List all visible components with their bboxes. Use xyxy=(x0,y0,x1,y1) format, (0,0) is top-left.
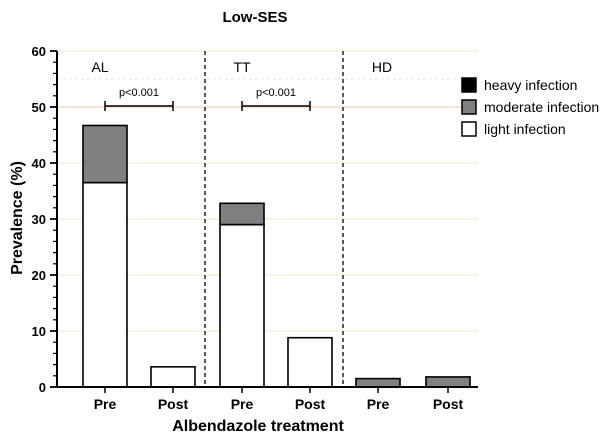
bar-5-moderate-infection xyxy=(355,377,401,388)
group-labels: AL TT HD xyxy=(91,59,392,75)
y-tick-label: 30 xyxy=(32,212,46,227)
y-tick-label: 10 xyxy=(32,324,46,339)
x-category-label-1: Pre xyxy=(94,396,117,412)
chart-title: Low-SES xyxy=(222,9,287,26)
significance-label: p<0.001 xyxy=(256,87,296,99)
y-tick-label: 20 xyxy=(32,268,46,283)
x-category-labels: Pre Post Pre Post Pre Post xyxy=(94,396,464,412)
y-tick-label: 50 xyxy=(32,100,46,115)
y-tick-labels: 0 10 20 30 40 50 60 xyxy=(32,44,46,395)
legend-label-moderate-infection: moderate infection xyxy=(484,99,599,115)
x-category-label-6: Post xyxy=(433,396,464,412)
x-category-label-5: Pre xyxy=(367,396,390,412)
bar-1-moderate-infection xyxy=(82,124,128,184)
legend-label-heavy-infection: heavy infection xyxy=(484,77,577,93)
y-tick-label: 60 xyxy=(32,44,46,59)
x-category-label-2: Post xyxy=(158,396,189,412)
legend: heavy infection moderate infection light i… xyxy=(461,77,599,137)
significance-annotations: p<0.001 p<0.001 xyxy=(104,87,311,111)
group-label-tt: TT xyxy=(233,59,251,75)
significance-label: p<0.001 xyxy=(119,87,159,99)
y-tick-label: 40 xyxy=(32,156,46,171)
x-category-label-4: Post xyxy=(295,396,326,412)
bar-3-light-infection xyxy=(219,223,265,388)
bar-4-light-infection xyxy=(287,336,333,388)
axes xyxy=(50,50,478,393)
bar-2-light-infection xyxy=(150,366,196,388)
legend-swatch-light-infection xyxy=(461,121,477,137)
y-axis-title: Prevalence (%) xyxy=(9,161,26,275)
group-dividers xyxy=(204,51,344,387)
bar-3-moderate-infection xyxy=(219,202,265,226)
legend-swatch-moderate-infection xyxy=(461,99,477,115)
bar-1-light-infection xyxy=(82,181,128,388)
bar-6-moderate-infection xyxy=(425,376,471,388)
x-category-label-3: Pre xyxy=(231,396,254,412)
bars xyxy=(82,124,471,388)
group-label-al: AL xyxy=(91,59,108,75)
x-axis-title: Albendazole treatment xyxy=(172,418,344,435)
legend-label-light-infection: light infection xyxy=(484,121,566,137)
y-tick-label: 0 xyxy=(39,380,46,395)
legend-swatch-heavy-infection xyxy=(461,77,477,93)
group-label-hd: HD xyxy=(372,59,392,75)
